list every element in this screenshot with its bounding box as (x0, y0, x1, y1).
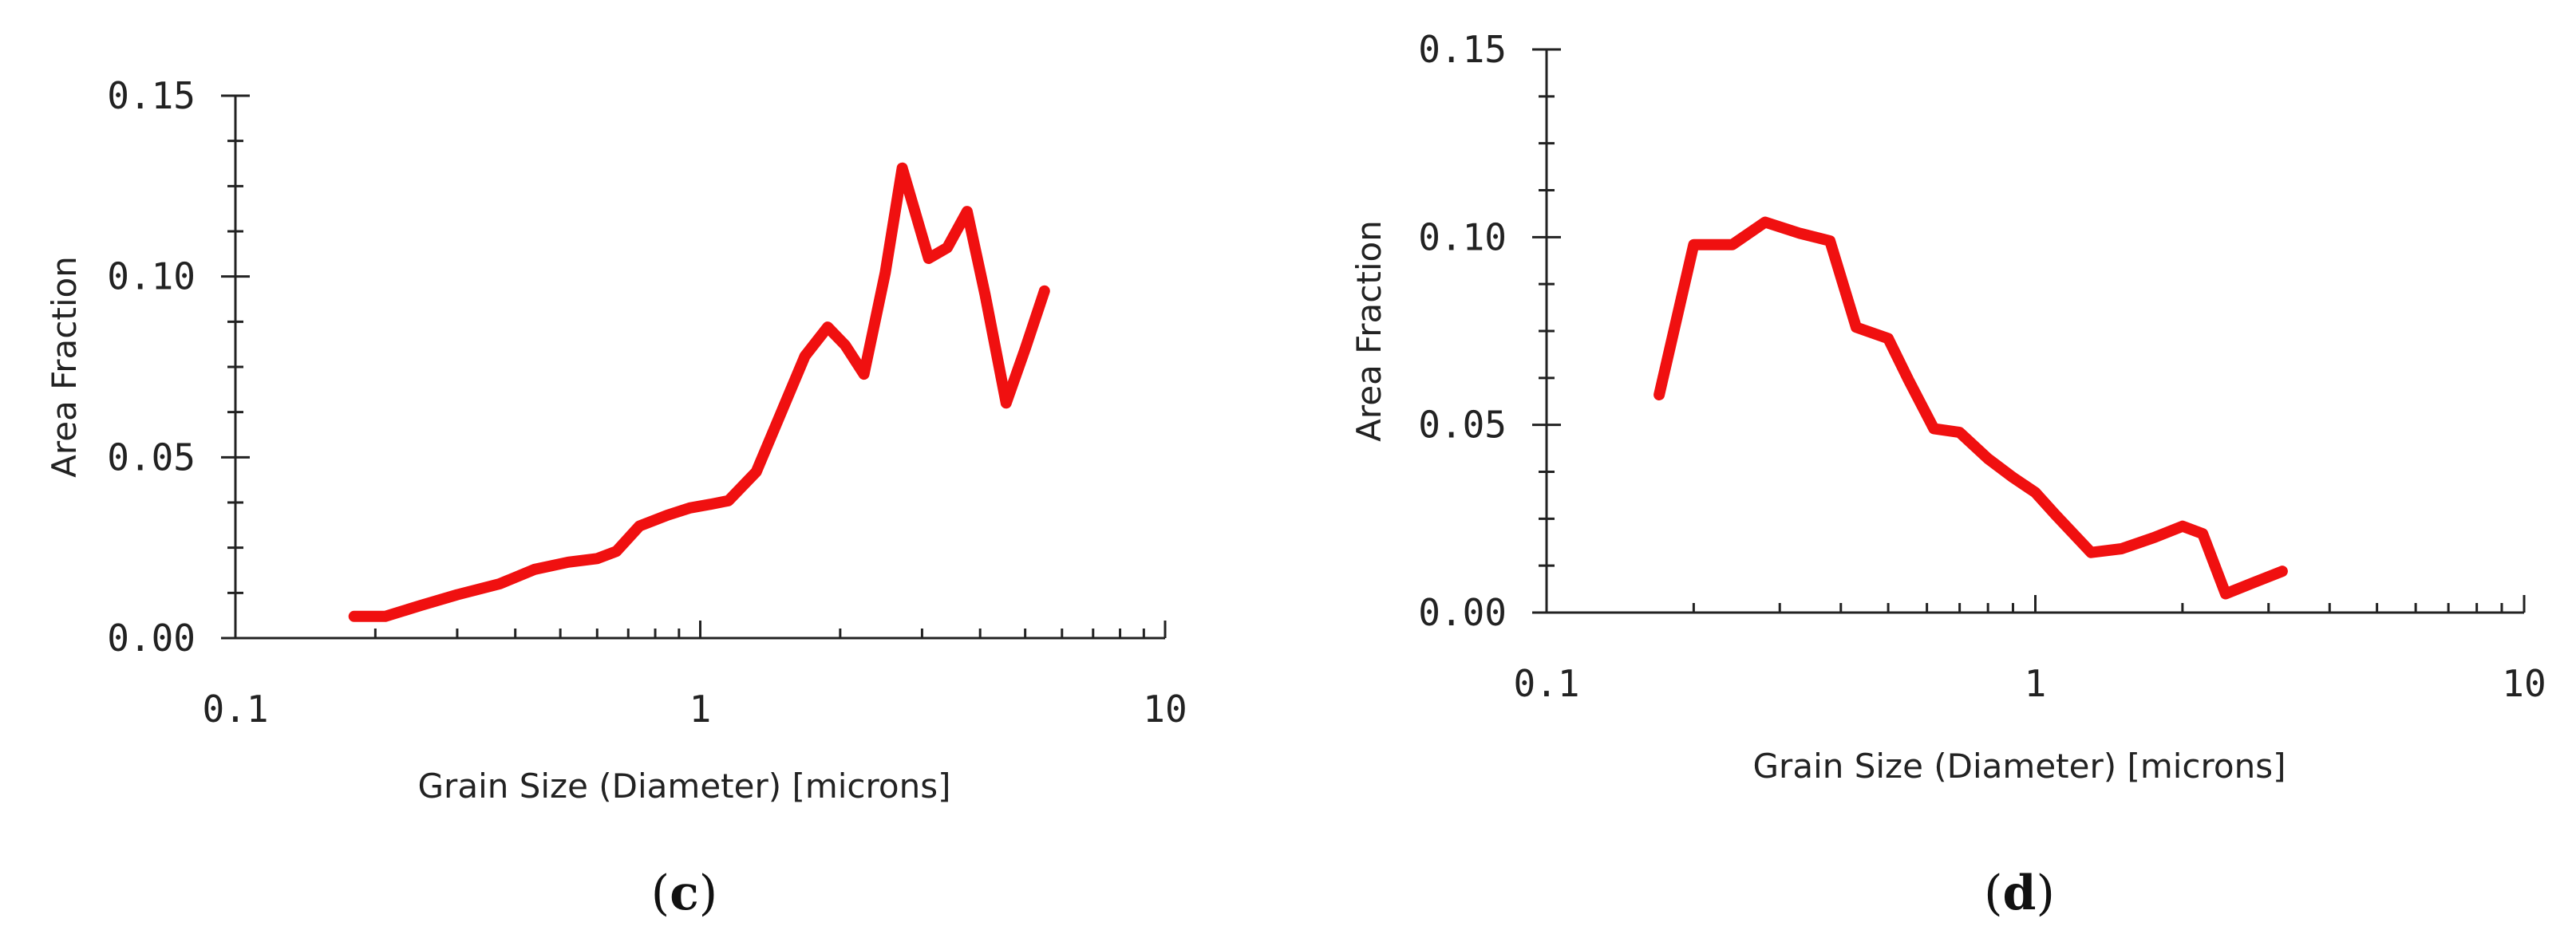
data-point (883, 271, 887, 275)
data-point (614, 550, 618, 554)
data-point (844, 343, 847, 347)
data-point (688, 506, 692, 510)
panel-label-close: ) (699, 865, 717, 921)
x-axis-title: Grain Size (Diameter) [microns] (1753, 747, 2286, 786)
data-point (2201, 532, 2205, 536)
data-point (666, 513, 670, 517)
data-point (1657, 393, 1661, 397)
data-point (638, 524, 642, 528)
data-point (1854, 325, 1858, 329)
data-point (2011, 475, 2015, 479)
data-point (2120, 546, 2124, 550)
y-tick-label: 0.10 (1418, 215, 1507, 258)
panel-label-open: ( (651, 865, 670, 921)
data-point (1986, 457, 1990, 461)
data-point (2053, 513, 2057, 517)
data-point (1958, 431, 1962, 435)
data-point (726, 499, 730, 503)
data-point (1004, 401, 1008, 405)
data-point (862, 372, 866, 376)
data-point (1692, 242, 1696, 246)
y-axis-title: Area Fraction (45, 256, 84, 478)
data-point (1023, 347, 1027, 351)
data-point (2280, 570, 2284, 573)
data-point (2033, 491, 2037, 495)
panel-label-close: ) (2036, 865, 2054, 921)
data-point (418, 604, 422, 608)
panel-label: (d) (1984, 865, 2055, 921)
data-point (1828, 239, 1832, 243)
series-line (348, 162, 1050, 622)
data-point (1730, 242, 1734, 246)
x-tick-label: 10 (1143, 688, 1187, 731)
panel-label-open: ( (1984, 865, 2002, 921)
x-tick-label: 0.1 (202, 688, 268, 731)
data-point (455, 593, 459, 597)
data-point (595, 557, 599, 561)
x-axis-title: Grain Size (Diameter) [microns] (418, 767, 951, 806)
data-point (1887, 337, 1891, 341)
data-point (926, 257, 930, 260)
data-point (983, 293, 987, 297)
data-point (826, 325, 830, 329)
series-line (1653, 216, 2288, 600)
y-tick-label: 0.15 (1418, 28, 1507, 71)
data-point (497, 582, 501, 585)
data-point (2089, 550, 2093, 554)
data-point (946, 246, 950, 250)
data-point (708, 503, 712, 506)
y-tick-label: 0.00 (107, 617, 196, 660)
panel-label-letter: c (670, 865, 699, 921)
chart-panel-d: 0.1 1 10 0.00 0.05 0.10 0.15 Grain Size (Diamet… (1349, 28, 2546, 921)
data-point (383, 614, 387, 618)
data-point (2252, 581, 2256, 585)
y-tick-label: 0.05 (107, 436, 196, 479)
data-point (1932, 427, 1936, 431)
x-tick-label: 10 (2502, 662, 2546, 705)
chart-panel-c: 0.1 1 10 0.00 0.05 0.10 0.15 Grain Size (Diamet… (45, 74, 1187, 921)
y-tick-label: 0.00 (1418, 591, 1507, 634)
data-point (1763, 220, 1767, 224)
data-point (1906, 378, 1910, 382)
data-point (780, 408, 784, 412)
data-point (803, 354, 807, 358)
y-tick-label: 0.05 (1418, 404, 1507, 447)
data-point (2223, 592, 2227, 596)
data-point (352, 614, 356, 618)
y-tick-label: 0.10 (107, 255, 196, 298)
data-point (2180, 524, 2184, 528)
data-point (532, 567, 536, 571)
x-tick-label: 1 (689, 688, 712, 731)
data-point (965, 210, 969, 214)
x-tick-label: 1 (2025, 662, 2047, 705)
data-point (754, 470, 758, 474)
y-axis-title: Area Fraction (1349, 220, 1389, 442)
y-tick-label: 0.15 (107, 74, 196, 117)
data-point (567, 560, 571, 564)
data-point (900, 166, 904, 170)
panel-label-letter: d (2003, 865, 2037, 921)
x-tick-label: 0.1 (1513, 662, 1579, 705)
data-point (2152, 535, 2156, 539)
panel-label: (c) (651, 865, 717, 921)
data-point (1798, 231, 1802, 235)
data-point (1042, 289, 1046, 293)
